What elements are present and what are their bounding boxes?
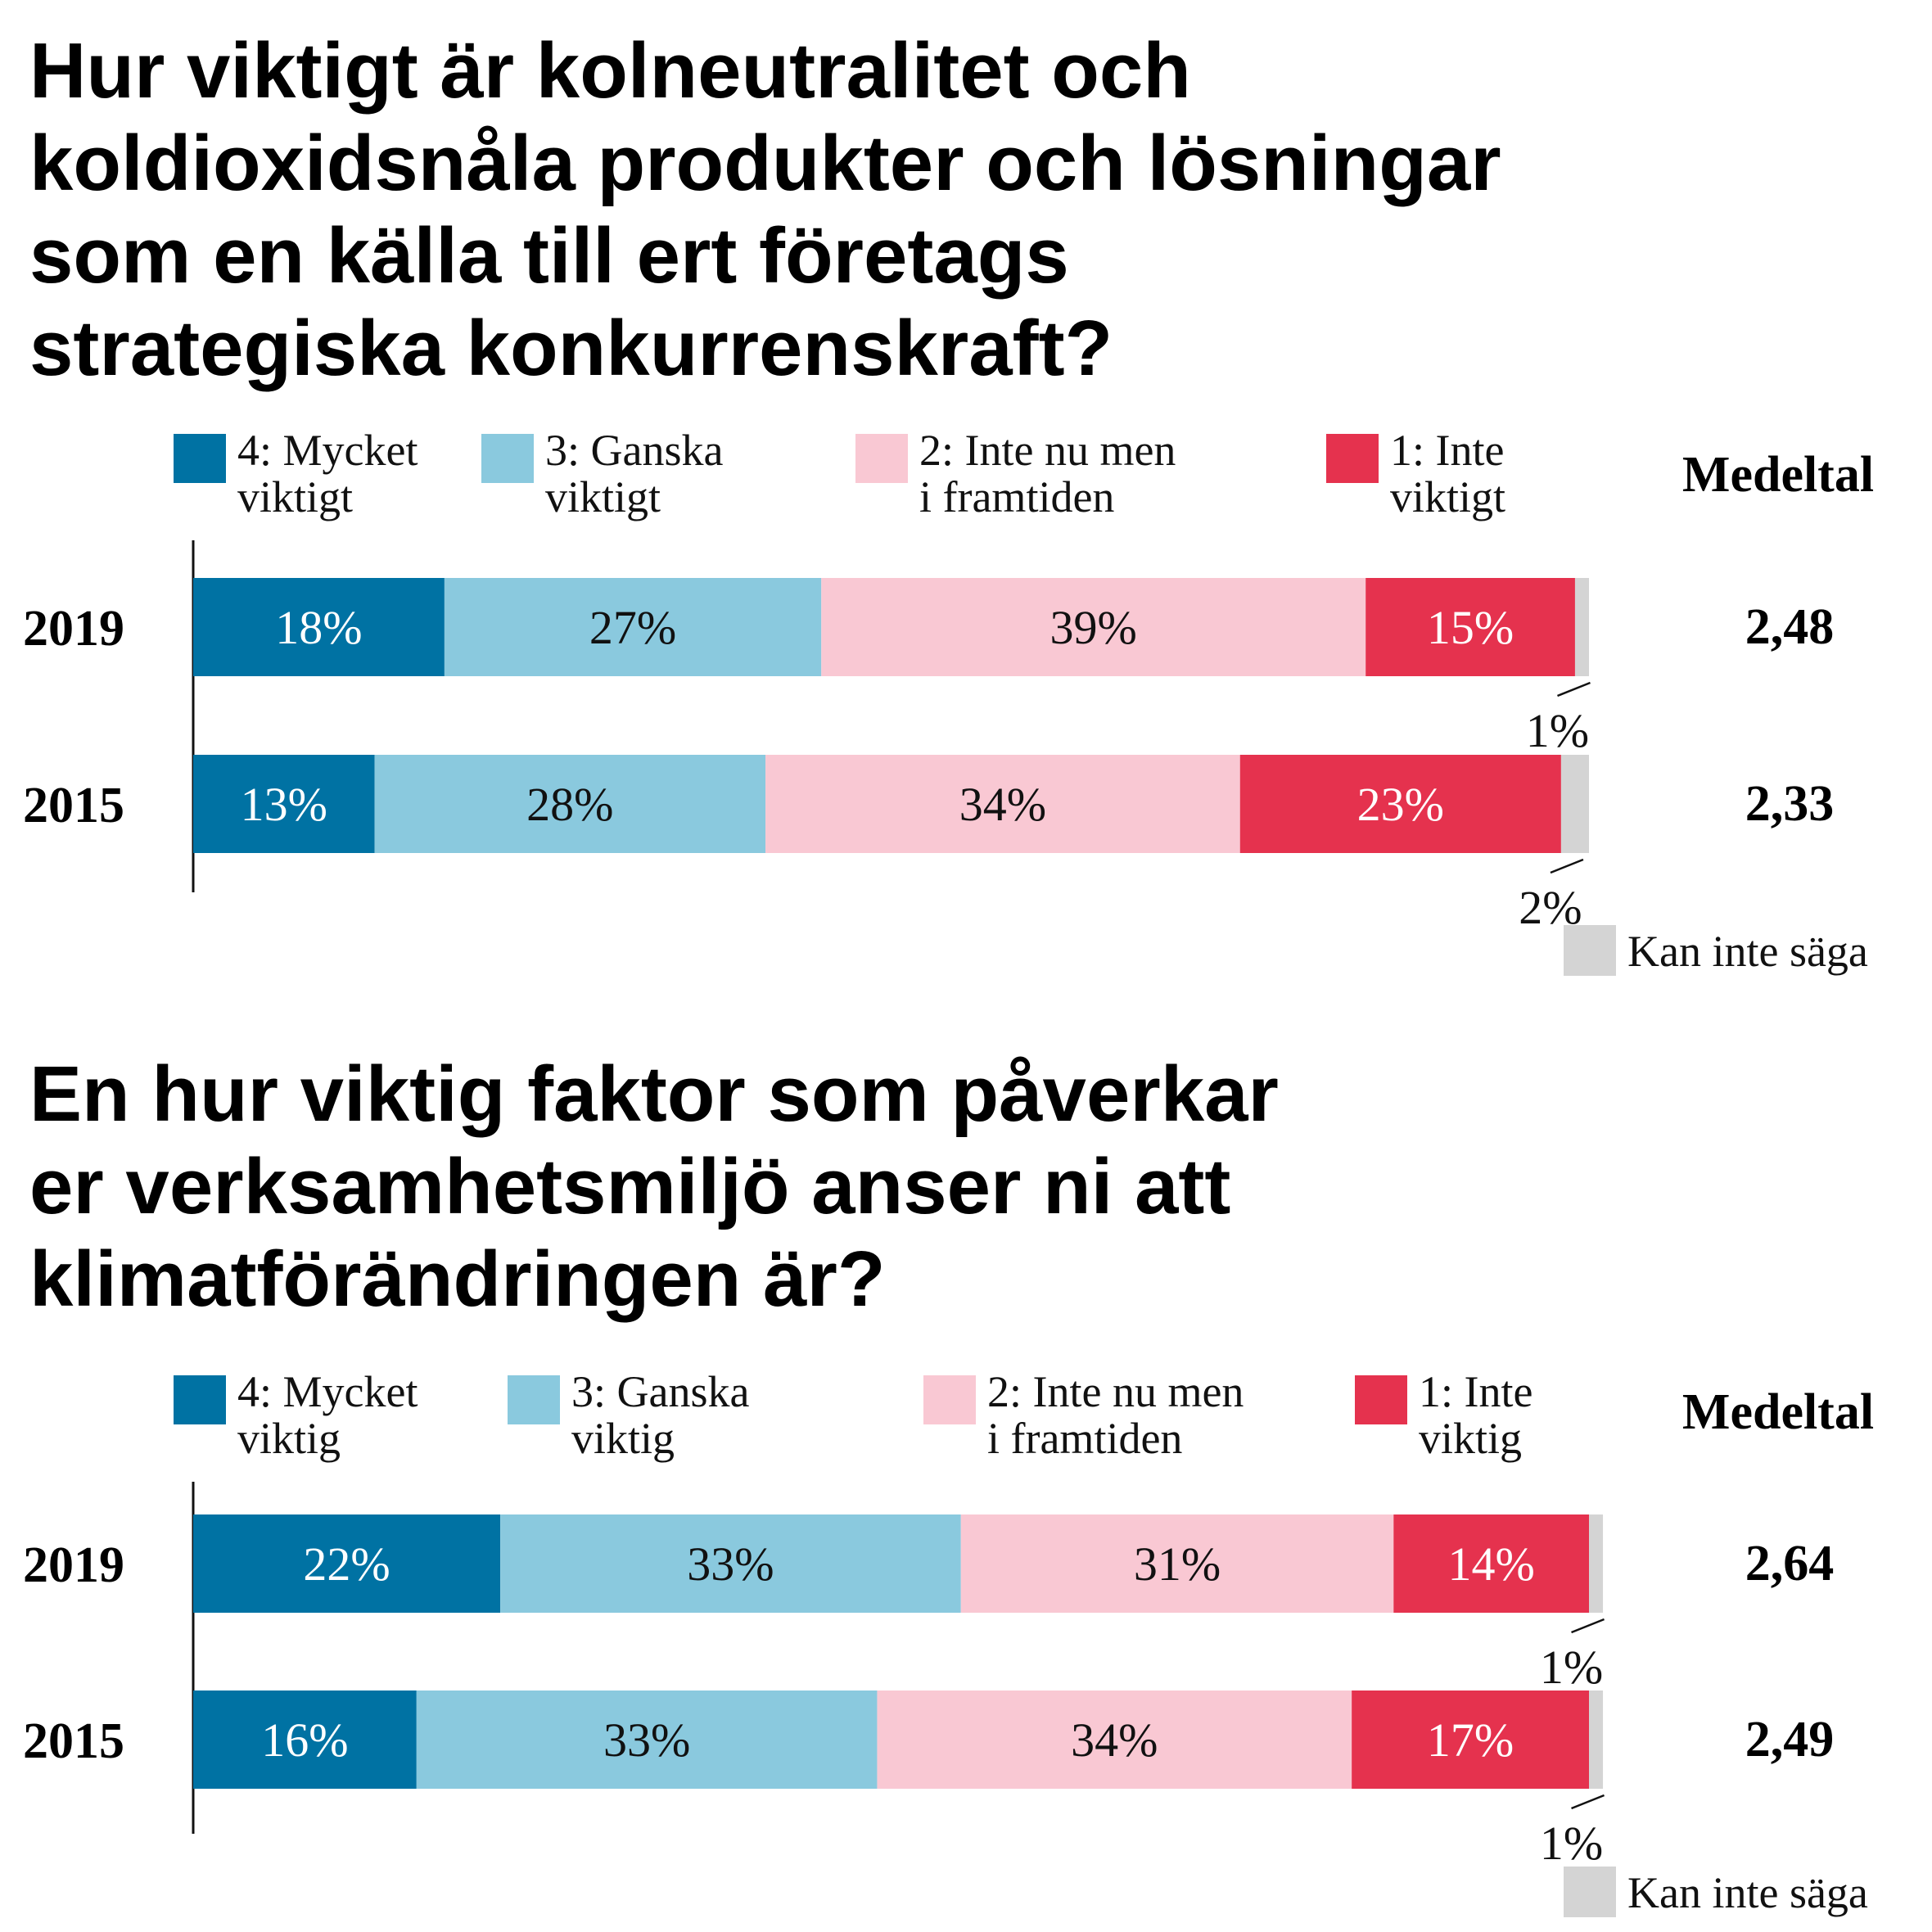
chart1-kis-value-label: 1% — [1526, 704, 1589, 757]
chart1-bar-segment — [444, 578, 822, 676]
chart1-medeltal-header: Medeltal — [1682, 447, 1874, 503]
chart1-legend-label: 4: Mycket — [237, 426, 418, 475]
chart1-category-label: 2019 — [23, 601, 124, 657]
chart2-category-label: 2015 — [23, 1713, 124, 1769]
chart1-legend-label: 3: Ganska — [545, 426, 723, 475]
chart2-medeltal-value: 2,64 — [1745, 1536, 1835, 1591]
chart2-legend-swatch — [923, 1375, 976, 1424]
chart2-bar-segment — [193, 1690, 417, 1789]
chart1-bar-segment — [1560, 755, 1589, 853]
chart2-legend-swatch — [1355, 1375, 1407, 1424]
chart1-legend-label: 1: Inte — [1390, 426, 1504, 475]
chart1-legend-label: viktigt — [545, 472, 661, 521]
chart1-bar-value-label: 39% — [1050, 601, 1137, 654]
chart2-bar-segment — [193, 1514, 501, 1613]
chart1-medeltal-value: 2,33 — [1745, 776, 1835, 832]
chart2-legend-label: 4: Mycket — [237, 1367, 418, 1416]
chart1-bar-segment — [374, 755, 766, 853]
chart2-legend-label: viktig — [237, 1414, 341, 1463]
chart2-legend-label: viktig — [571, 1414, 675, 1463]
chart1-bar-segment — [193, 578, 445, 676]
chart1-bar-value-label: 27% — [589, 601, 676, 654]
chart2-bar-value-label: 33% — [687, 1537, 774, 1591]
chart2-bar-segment — [1589, 1514, 1604, 1613]
chart1-bar-value-label: 13% — [241, 778, 327, 831]
chart2-bar-segment — [1393, 1514, 1589, 1613]
chart2-kis-value-label: 1% — [1540, 1641, 1603, 1694]
chart2-kis-leader-line — [1571, 1618, 1605, 1634]
chart1-legend-swatch — [855, 434, 908, 483]
chart-1-title: Hur viktigt är kolneutralitet och koldio… — [29, 27, 1501, 392]
chart2-kis-leader-line — [1571, 1794, 1605, 1810]
chart2-bar-value-label: 16% — [261, 1713, 348, 1767]
chart1-kis-leader-line — [1550, 858, 1584, 874]
chart2-bar-segment — [960, 1514, 1394, 1613]
chart2-medeltal-header: Medeltal — [1682, 1384, 1874, 1440]
chart1-bar-value-label: 18% — [275, 601, 362, 654]
chart2-legend-label: i framtiden — [987, 1414, 1182, 1463]
chart1-bar-value-label: 15% — [1427, 601, 1514, 654]
chart2-category-label: 2019 — [23, 1537, 124, 1593]
chart2-legend-swatch — [508, 1375, 560, 1424]
chart1-bar-segment — [821, 578, 1366, 676]
chart1-bar-value-label: 34% — [959, 778, 1046, 831]
chart2-bar-segment — [877, 1690, 1352, 1789]
chart2-bar-value-label: 33% — [603, 1713, 690, 1767]
chart2-bar-segment — [416, 1690, 878, 1789]
chart1-legend-swatch — [1326, 434, 1379, 483]
chart2-bar-segment — [1352, 1690, 1589, 1789]
chart1-bar-segment — [193, 755, 375, 853]
chart1-bar-segment — [765, 755, 1240, 853]
chart2-bar-value-label: 34% — [1071, 1713, 1158, 1767]
chart2-legend-swatch — [174, 1375, 226, 1424]
chart-2-title: En hur viktig faktor som påverkar er ver… — [29, 1050, 1279, 1323]
chart2-bar-value-label: 14% — [1447, 1537, 1534, 1591]
chart2-bar-segment — [500, 1514, 961, 1613]
chart1-kis-leader-line — [1557, 681, 1591, 697]
chart2-legend-label-kan-inte-saga: Kan inte säga — [1627, 1868, 1868, 1917]
chart1-bar-segment — [1574, 578, 1589, 676]
chart1-bar-value-label: 23% — [1357, 778, 1444, 831]
chart1-legend-swatch — [481, 434, 534, 483]
chart1-bar-segment — [1239, 755, 1561, 853]
chart2-legend-label: 1: Inte — [1419, 1367, 1533, 1416]
chart2-kis-value-label: 1% — [1540, 1817, 1603, 1870]
chart2-legend-label: 2: Inte nu men — [987, 1367, 1244, 1416]
chart2-medeltal-value: 2,49 — [1745, 1712, 1835, 1767]
chart1-bar-value-label: 28% — [526, 778, 613, 831]
chart1-legend-label: viktigt — [1390, 472, 1505, 521]
chart1-legend-label: 2: Inte nu men — [919, 426, 1176, 475]
chart1-category-label: 2015 — [23, 778, 124, 833]
chart2-bar-value-label: 17% — [1427, 1713, 1514, 1767]
chart1-legend-swatch — [174, 434, 226, 483]
chart1-legend-label-kan-inte-saga: Kan inte säga — [1627, 927, 1868, 976]
chart1-legend-label: i framtiden — [919, 472, 1114, 521]
chart2-legend-label: 3: Ganska — [571, 1367, 749, 1416]
chart1-legend-swatch-kan-inte-saga — [1564, 925, 1616, 976]
chart1-bar-segment — [1365, 578, 1575, 676]
chart2-bar-value-label: 22% — [303, 1537, 390, 1591]
chart2-bar-segment — [1589, 1690, 1604, 1789]
chart1-legend-label: viktigt — [237, 472, 353, 521]
chart1-medeltal-value: 2,48 — [1745, 599, 1835, 655]
chart2-legend-label: viktig — [1419, 1414, 1522, 1463]
chart2-bar-value-label: 31% — [1134, 1537, 1221, 1591]
chart2-legend-swatch-kan-inte-saga — [1564, 1867, 1616, 1917]
